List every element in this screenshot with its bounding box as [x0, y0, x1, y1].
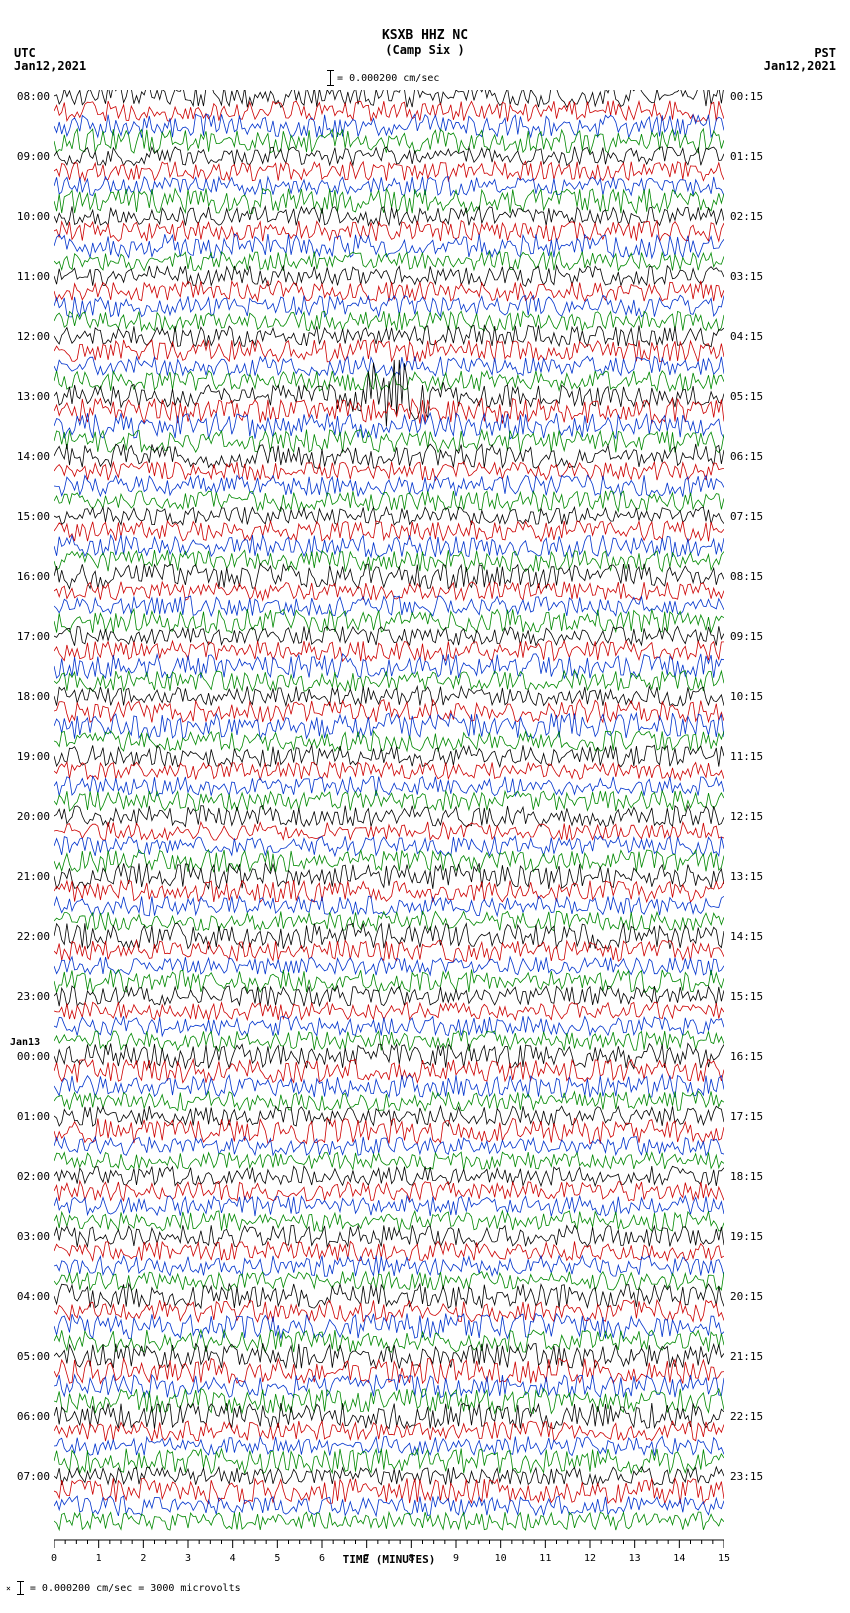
- x-tick-label: 7: [364, 1553, 370, 1564]
- x-axis-label: TIME (MINUTES): [54, 1553, 724, 1566]
- utc-time-label: 17:00: [10, 630, 50, 643]
- x-tick-label: 5: [274, 1553, 280, 1564]
- pst-time-label: 22:15: [730, 1410, 770, 1423]
- pst-time-label: 06:15: [730, 450, 770, 463]
- utc-time-label: 01:00: [10, 1110, 50, 1123]
- pst-time-label: 11:15: [730, 750, 770, 763]
- pst-time-label: 04:15: [730, 330, 770, 343]
- pst-time-label: 07:15: [730, 510, 770, 523]
- utc-time-label: 21:00: [10, 870, 50, 883]
- utc-time-label: 05:00: [10, 1350, 50, 1363]
- pst-time-label: 10:15: [730, 690, 770, 703]
- utc-time-label: 07:00: [10, 1470, 50, 1483]
- utc-label: UTC: [14, 46, 36, 60]
- pst-label: PST: [814, 46, 836, 60]
- pst-time-label: 00:15: [730, 90, 770, 103]
- pst-time-label: 19:15: [730, 1230, 770, 1243]
- pst-time-label: 23:15: [730, 1470, 770, 1483]
- pst-time-label: 05:15: [730, 390, 770, 403]
- x-tick-label: 9: [453, 1553, 459, 1564]
- pst-time-label: 21:15: [730, 1350, 770, 1363]
- scale-top: = 0.000200 cm/sec: [330, 70, 439, 86]
- pst-time-label: 15:15: [730, 990, 770, 1003]
- utc-time-label: 03:00: [10, 1230, 50, 1243]
- pst-time-label: 18:15: [730, 1170, 770, 1183]
- x-tick-label: 15: [718, 1553, 730, 1564]
- utc-time-label: 19:00: [10, 750, 50, 763]
- utc-time-label: 10:00: [10, 210, 50, 223]
- x-tick-label: 6: [319, 1553, 325, 1564]
- utc-time-label: 13:00: [10, 390, 50, 403]
- utc-time-label: 09:00: [10, 150, 50, 163]
- x-tick-label: 4: [230, 1553, 236, 1564]
- utc-time-label: 18:00: [10, 690, 50, 703]
- pst-time-label: 13:15: [730, 870, 770, 883]
- utc-time-label: 00:00: [10, 1050, 50, 1063]
- pst-time-label: 17:15: [730, 1110, 770, 1123]
- pst-time-label: 20:15: [730, 1290, 770, 1303]
- x-tick-label: 12: [584, 1553, 596, 1564]
- pst-time-label: 02:15: [730, 210, 770, 223]
- scale-bar-icon: [20, 1581, 21, 1595]
- x-tick-label: 2: [140, 1553, 146, 1564]
- pst-time-label: 03:15: [730, 270, 770, 283]
- utc-time-label: 02:00: [10, 1170, 50, 1183]
- x-tick-label: 11: [539, 1553, 551, 1564]
- seismogram-svg: [54, 90, 724, 1560]
- scale-top-text: = 0.000200 cm/sec: [337, 73, 439, 84]
- x-tick-label: 0: [51, 1553, 57, 1564]
- utc-time-label: 11:00: [10, 270, 50, 283]
- utc-time-label: 20:00: [10, 810, 50, 823]
- footer-scale-text: = 0.000200 cm/sec = 3000 microvolts: [30, 1583, 241, 1594]
- scale-bar-icon: [330, 70, 331, 86]
- x-tick-label: 14: [673, 1553, 685, 1564]
- pst-time-label: 09:15: [730, 630, 770, 643]
- pst-time-label: 01:15: [730, 150, 770, 163]
- utc-date: Jan12,2021: [14, 59, 86, 73]
- station-title: KSXB HHZ NC: [0, 28, 850, 43]
- pst-time-label: 16:15: [730, 1050, 770, 1063]
- pst-time-label: 14:15: [730, 930, 770, 943]
- x-tick-label: 1: [96, 1553, 102, 1564]
- utc-time-label: 12:00: [10, 330, 50, 343]
- footer-scale: × = 0.000200 cm/sec = 3000 microvolts: [6, 1581, 241, 1595]
- x-tick-label: 10: [495, 1553, 507, 1564]
- seismogram-plot: 08:0009:0010:0011:0012:0013:0014:0015:00…: [54, 90, 724, 1538]
- utc-time-label: 08:00: [10, 90, 50, 103]
- location-subtitle: (Camp Six ): [0, 43, 850, 57]
- x-tick-label: 3: [185, 1553, 191, 1564]
- seismogram-page: KSXB HHZ NC (Camp Six ) UTC Jan12,2021 P…: [0, 0, 850, 1613]
- title-block: KSXB HHZ NC (Camp Six ): [0, 28, 850, 57]
- utc-time-label: 04:00: [10, 1290, 50, 1303]
- utc-date-marker: Jan13: [10, 1037, 40, 1048]
- x-tick-label: 8: [408, 1553, 414, 1564]
- utc-time-label: 14:00: [10, 450, 50, 463]
- x-tick-label: 13: [629, 1553, 641, 1564]
- pst-time-label: 08:15: [730, 570, 770, 583]
- pst-date: Jan12,2021: [764, 59, 836, 73]
- utc-time-label: 15:00: [10, 510, 50, 523]
- pst-time-label: 12:15: [730, 810, 770, 823]
- utc-time-label: 22:00: [10, 930, 50, 943]
- utc-time-label: 16:00: [10, 570, 50, 583]
- utc-time-label: 23:00: [10, 990, 50, 1003]
- utc-time-label: 06:00: [10, 1410, 50, 1423]
